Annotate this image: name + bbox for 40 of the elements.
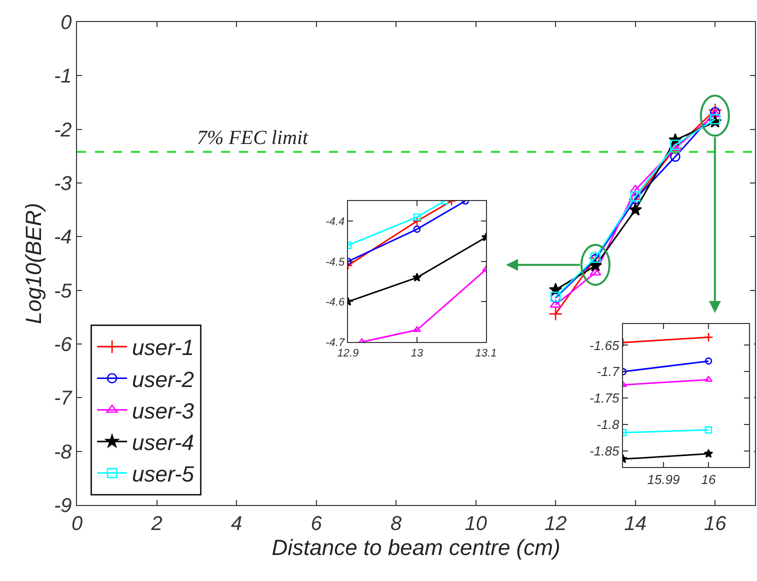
x-tick-label: 12.9 <box>337 347 359 360</box>
y-tick-label: -1.7 <box>596 364 620 380</box>
x-tick-label: 14 <box>624 513 646 536</box>
x-tick-label: 12 <box>544 513 567 536</box>
x-tick-label: 15.99 <box>647 472 680 487</box>
y-tick-label: -7 <box>54 388 73 410</box>
legend-label: user-3 <box>132 398 195 424</box>
y-tick-label: -4.5 <box>326 256 346 268</box>
y-tick-label: -5 <box>54 280 73 302</box>
y-tick-label: -6 <box>54 334 73 356</box>
x-tick-label: 8 <box>390 513 402 536</box>
y-tick-label: -9 <box>54 495 72 517</box>
x-tick-label: 10 <box>464 513 487 536</box>
y-tick-label: -1.65 <box>590 338 620 353</box>
x-tick-label: 13.1 <box>475 347 497 360</box>
y-tick-label: -8 <box>54 441 72 464</box>
y-tick-label: -4.6 <box>326 296 346 309</box>
x-tick-label: 16 <box>704 513 728 536</box>
legend-label: user-1 <box>132 335 194 360</box>
x-axis-title: Distance to beam centre (cm) <box>272 535 560 560</box>
legend-label: user-4 <box>132 430 194 456</box>
y-tick-label: -4.4 <box>326 216 345 228</box>
x-tick-label: 2 <box>150 513 162 536</box>
ref-line-label: 7% FEC limit <box>197 127 309 149</box>
y-tick-label: -2 <box>54 119 72 142</box>
x-tick-label: 16 <box>701 472 716 487</box>
y-tick-label: -1.85 <box>590 444 620 459</box>
x-tick-label: 6 <box>310 513 323 536</box>
y-tick-label: 0 <box>60 12 72 34</box>
legend-label: user-5 <box>132 462 195 487</box>
legend-label: user-2 <box>132 366 194 392</box>
y-tick-label: -3 <box>54 173 72 195</box>
y-tick-label: -1 <box>54 66 72 88</box>
y-axis-title: Log10(BER) <box>20 202 46 324</box>
y-tick-label: -1.8 <box>596 417 620 432</box>
x-tick-label: 13 <box>410 347 424 360</box>
y-tick-label: -4.7 <box>326 336 346 349</box>
y-tick-label: -4 <box>54 226 72 249</box>
y-tick-label: -1.75 <box>590 390 620 406</box>
x-tick-label: 4 <box>230 513 242 536</box>
